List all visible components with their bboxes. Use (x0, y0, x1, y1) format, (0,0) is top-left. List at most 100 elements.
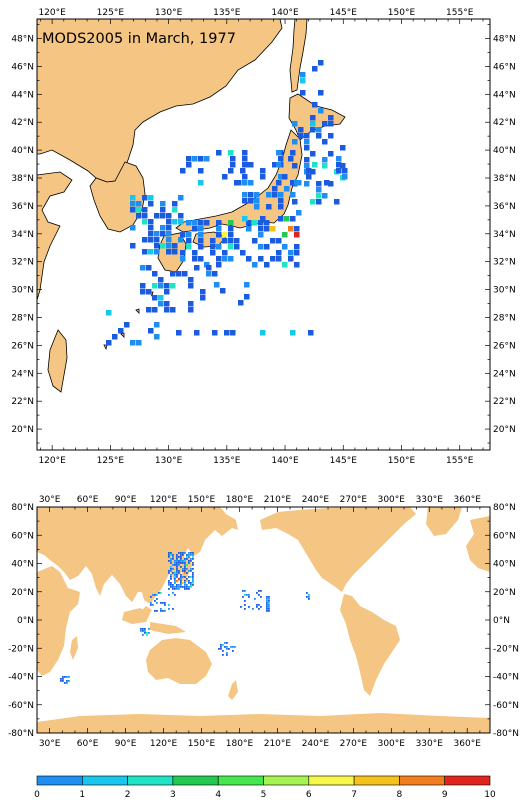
observation-cell (106, 340, 112, 346)
observation-cell (294, 250, 300, 256)
observation-cell (184, 576, 186, 578)
observation-cell (212, 330, 218, 336)
observation-cell (272, 162, 278, 168)
observation-cell (176, 560, 178, 562)
observation-cell (186, 572, 188, 574)
regional-map: 120°E 120°E 125°E 125°E 130°E 130°E 135°E 135°E… (11, 8, 515, 466)
observation-cell (178, 560, 180, 562)
observation-cell (180, 250, 186, 256)
observation-cell (276, 250, 282, 256)
global-map: 30°E 30°E 60°E 60°E 90°E 90°E 120°E 120°E 150°E 1… (8, 495, 519, 749)
observation-cell (312, 66, 318, 72)
observation-cell (340, 163, 346, 169)
observation-cell (180, 552, 182, 554)
observation-cell (214, 282, 220, 288)
observation-cell (174, 588, 176, 590)
observation-cell (292, 139, 298, 145)
observation-cell (198, 238, 204, 244)
y-tick-label: 22°N (11, 397, 34, 407)
observation-cell (142, 249, 148, 255)
observation-cell (164, 283, 170, 289)
observation-cell (184, 582, 186, 584)
observation-cell (160, 225, 166, 231)
observation-cell (178, 195, 184, 201)
y-tick-label: 0°N (493, 616, 510, 626)
observation-cell (168, 604, 170, 606)
observation-cell (136, 201, 142, 207)
observation-cell (148, 219, 154, 225)
observation-cell (158, 283, 164, 289)
y-tick-label: -80°N (8, 729, 34, 739)
observation-cell (188, 552, 190, 554)
observation-cell (322, 157, 328, 163)
observation-cell (154, 237, 160, 243)
observation-cell (154, 249, 160, 255)
observation-cell (244, 282, 250, 288)
x-tick-label: 330°E (416, 495, 444, 505)
observation-cell (184, 562, 186, 564)
observation-cell (168, 554, 170, 556)
observation-cell (112, 334, 118, 340)
observation-cell (188, 301, 194, 307)
land-ryukyu-islands (103, 291, 154, 351)
observation-cell (258, 232, 264, 238)
y-tick-label: 32°N (11, 258, 34, 268)
observation-cell (168, 556, 170, 558)
observation-cell (316, 133, 322, 139)
observation-cell (188, 307, 194, 313)
observation-cell (182, 576, 184, 578)
observation-cell (184, 552, 186, 554)
observation-cell (192, 584, 194, 586)
observation-cell (190, 586, 192, 588)
observation-cell (178, 237, 184, 243)
observation-cell (170, 568, 172, 570)
observation-cell (166, 225, 172, 231)
observation-cell (278, 198, 284, 204)
observation-cell (170, 562, 172, 564)
observation-cell (172, 243, 178, 249)
observation-cell (252, 238, 258, 244)
observation-cell (268, 596, 270, 598)
observation-cell (310, 169, 316, 175)
observation-cell (176, 584, 178, 586)
observation-cell (178, 588, 180, 590)
observation-cell (150, 602, 152, 604)
observation-cell (300, 78, 306, 84)
colorbar-swatch (444, 775, 491, 786)
land-antarctica (37, 713, 490, 733)
observation-cell (230, 162, 236, 168)
observation-cell (174, 582, 176, 584)
observation-cell (184, 584, 186, 586)
observation-cell (260, 596, 262, 598)
observation-cell (284, 216, 290, 222)
observation-cell (176, 576, 178, 578)
observation-cell (292, 199, 298, 205)
x-tick-label: 300°E (378, 495, 406, 505)
y-tick-label: 38°N (493, 174, 516, 184)
observation-cell (170, 576, 172, 578)
observation-cell (130, 340, 136, 346)
observation-cell (176, 574, 178, 576)
observation-cell (148, 632, 150, 634)
observation-cell (240, 168, 246, 174)
observation-cell (312, 162, 318, 168)
observation-cell (178, 570, 180, 572)
observation-cell (316, 127, 322, 133)
observation-cell (192, 582, 194, 584)
observation-cell (178, 219, 184, 225)
observation-cell (160, 610, 162, 612)
observation-cell (322, 121, 328, 127)
observation-cell (294, 226, 300, 232)
y-tick-label: 40°N (11, 560, 34, 570)
observation-cell (264, 262, 270, 268)
observation-cell (316, 181, 322, 187)
colorbar-swatch (82, 775, 128, 786)
observation-cell (192, 220, 198, 226)
y-tick-label: 30°N (11, 286, 34, 296)
observation-cell (238, 300, 244, 306)
colorbar: 0 1 2 3 4 5 6 7 8 9 10 (34, 775, 496, 800)
observation-cell (170, 558, 172, 560)
observation-cell (168, 552, 170, 554)
x-tick-label: 135°E (213, 456, 241, 466)
observation-cell (166, 219, 172, 225)
